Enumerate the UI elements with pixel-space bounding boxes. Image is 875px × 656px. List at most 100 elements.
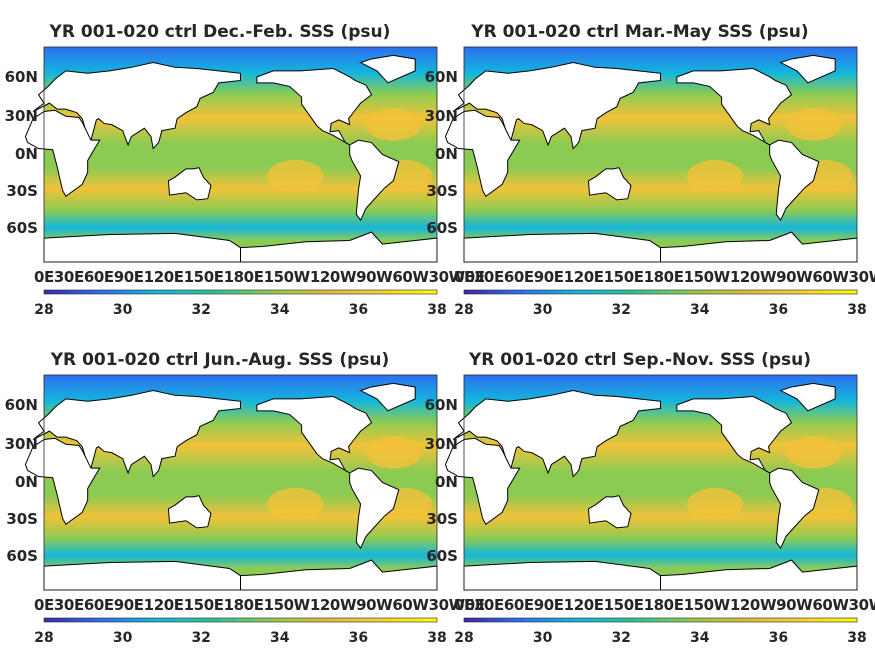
latitude-label: 30N bbox=[424, 435, 458, 453]
longitude-label: 150W bbox=[263, 268, 311, 286]
landmass bbox=[779, 54, 836, 84]
high-salinity-patch bbox=[785, 108, 842, 141]
latitude-label: 60N bbox=[424, 68, 458, 86]
colorbar-tick-label: 28 bbox=[34, 630, 54, 646]
longitude-label: 30E bbox=[53, 268, 84, 286]
longitude-labels: 0E30E60E90E120E150E180E150W120W90W60W30W… bbox=[454, 268, 875, 286]
panel-title: YR 001-020 ctrl Jun.-Aug. SSS (psu) bbox=[50, 350, 390, 370]
map-canvas bbox=[24, 374, 438, 623]
latitude-label: 30N bbox=[4, 107, 38, 125]
longitude-label: 30W bbox=[848, 596, 875, 614]
longitude-label: 30W bbox=[428, 596, 466, 614]
map-panel-djf: YR 001-020 ctrl Dec.-Feb. SSS (psu) 60N 30… bbox=[0, 0, 486, 328]
landmass bbox=[359, 54, 416, 84]
map-panel-son: YR 001-020 ctrl Sep.-Nov. SSS (psu) 60N 30… bbox=[420, 328, 875, 656]
colorbar-tick-label: 38 bbox=[847, 630, 867, 646]
colorbar-tick-label: 36 bbox=[348, 302, 369, 318]
map-frame bbox=[43, 374, 438, 591]
longitude-label: 90E bbox=[533, 596, 564, 614]
colorbar-tick-label: 34 bbox=[690, 302, 710, 318]
longitude-label: 0E bbox=[464, 596, 485, 614]
longitude-label: 60E bbox=[83, 596, 114, 614]
colorbar-tick-label: 36 bbox=[348, 630, 369, 646]
longitude-label: 90W bbox=[356, 268, 393, 286]
longitude-labels: 0E30E60E90E120E150E180E150W120W90W60W30W… bbox=[34, 268, 485, 286]
latitude-label: 60N bbox=[4, 396, 38, 414]
landmass bbox=[587, 167, 632, 201]
panel-title: YR 001-020 ctrl Mar.-May SSS (psu) bbox=[471, 22, 809, 42]
colorbar-tick-label: 34 bbox=[270, 302, 290, 318]
map-frame bbox=[463, 374, 858, 591]
latitude-label: 30N bbox=[424, 107, 458, 125]
latitude-label: 60N bbox=[4, 68, 38, 86]
longitude-label: 90E bbox=[533, 268, 564, 286]
colorbar-tick-label: 38 bbox=[847, 302, 867, 318]
longitude-label: 30W bbox=[848, 268, 875, 286]
longitude-label: 150E bbox=[603, 596, 644, 614]
latitude-label: 60N bbox=[424, 396, 458, 414]
longitude-label: 0E bbox=[34, 268, 54, 286]
landmass bbox=[167, 495, 212, 529]
colorbar-tick-label: 32 bbox=[191, 630, 211, 646]
longitude-label: 120W bbox=[309, 596, 357, 614]
longitude-label: 30E bbox=[473, 268, 504, 286]
longitude-label: 150W bbox=[683, 268, 731, 286]
longitude-label: 150E bbox=[183, 596, 224, 614]
landmass bbox=[43, 232, 241, 263]
landmass bbox=[676, 395, 793, 474]
longitude-labels: 0E30E60E90E120E150E180E150W120W90W60W30W… bbox=[454, 596, 875, 614]
longitude-label: 30W bbox=[428, 268, 466, 286]
longitude-label: 0E bbox=[454, 268, 474, 286]
colorbar bbox=[463, 289, 858, 295]
longitude-label: 0E bbox=[464, 268, 485, 286]
longitude-label: 180E bbox=[643, 596, 684, 614]
high-salinity-patch bbox=[267, 488, 324, 520]
longitude-label: 60W bbox=[812, 268, 849, 286]
longitude-label: 0E bbox=[34, 596, 54, 614]
longitude-label: 90W bbox=[776, 596, 813, 614]
high-salinity-patch bbox=[267, 160, 324, 192]
landmass bbox=[676, 67, 793, 146]
longitude-label: 150E bbox=[603, 268, 644, 286]
latitude-label: 60S bbox=[426, 547, 458, 565]
colorbar-tick-label: 30 bbox=[532, 630, 553, 646]
longitude-label: 150W bbox=[683, 596, 731, 614]
landmass bbox=[256, 67, 373, 146]
longitude-label: 30E bbox=[53, 596, 84, 614]
map-panel-mam: YR 001-020 ctrl Mar.-May SSS (psu) 60N 30N… bbox=[420, 0, 875, 328]
landmass bbox=[349, 139, 400, 222]
map-canvas bbox=[444, 374, 858, 623]
longitude-label: 90W bbox=[356, 596, 393, 614]
colorbar-tick-label: 34 bbox=[690, 630, 710, 646]
colorbar-tick-label: 36 bbox=[768, 302, 789, 318]
landmass bbox=[349, 467, 400, 550]
longitude-label: 90W bbox=[776, 268, 813, 286]
map-frame bbox=[43, 46, 438, 263]
map-canvas bbox=[444, 46, 858, 295]
longitude-label: 120E bbox=[563, 596, 604, 614]
landmass bbox=[359, 382, 416, 412]
colorbar bbox=[43, 617, 438, 623]
colorbar-tick-label: 38 bbox=[427, 630, 447, 646]
longitude-label: 120E bbox=[563, 268, 604, 286]
latitude-label: 0N bbox=[15, 145, 38, 163]
colorbar-tick-label: 38 bbox=[427, 302, 447, 318]
latitude-label: 30S bbox=[426, 182, 458, 200]
latitude-label: 30S bbox=[6, 510, 38, 528]
longitude-label: 120W bbox=[309, 268, 357, 286]
longitude-label: 60E bbox=[503, 268, 534, 286]
longitude-label: 180E bbox=[643, 268, 684, 286]
panel-title: YR 001-020 ctrl Sep.-Nov. SSS (psu) bbox=[468, 350, 812, 370]
longitude-label: 180E bbox=[223, 268, 264, 286]
longitude-label: 150E bbox=[183, 268, 224, 286]
latitude-label: 30N bbox=[4, 435, 38, 453]
colorbar-tick-label: 30 bbox=[112, 630, 133, 646]
colorbar-tick-label: 28 bbox=[454, 302, 474, 318]
latitude-label: 30S bbox=[426, 510, 458, 528]
colorbar-tick-label: 34 bbox=[270, 630, 290, 646]
panel-title: YR 001-020 ctrl Dec.-Feb. SSS (psu) bbox=[49, 22, 391, 42]
colorbar-tick-label: 32 bbox=[611, 302, 631, 318]
longitude-label: 60W bbox=[812, 596, 849, 614]
high-salinity-patch bbox=[785, 436, 842, 469]
colorbar-tick-label: 30 bbox=[112, 302, 133, 318]
